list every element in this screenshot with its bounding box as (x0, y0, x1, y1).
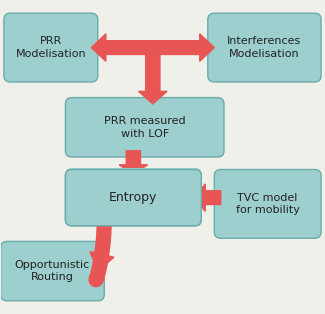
FancyBboxPatch shape (208, 13, 321, 82)
Text: Interferences
Modelisation: Interferences Modelisation (227, 36, 302, 59)
Polygon shape (91, 34, 214, 61)
FancyBboxPatch shape (4, 13, 98, 82)
Polygon shape (90, 252, 114, 271)
FancyBboxPatch shape (65, 168, 201, 226)
FancyBboxPatch shape (1, 241, 104, 301)
Text: TVC model
for mobility: TVC model for mobility (236, 193, 300, 215)
Text: PRR
Modelisation: PRR Modelisation (16, 36, 86, 59)
FancyBboxPatch shape (65, 170, 201, 226)
Text: Entropy: Entropy (109, 191, 158, 204)
Polygon shape (195, 184, 221, 211)
Text: PRR measured
with LOF: PRR measured with LOF (104, 116, 186, 138)
Polygon shape (119, 151, 148, 174)
Text: Opportunistic
Routing: Opportunistic Routing (15, 260, 90, 282)
Text: Entropy: Entropy (109, 191, 158, 204)
Polygon shape (138, 54, 167, 104)
FancyBboxPatch shape (65, 98, 224, 157)
FancyBboxPatch shape (214, 170, 321, 238)
